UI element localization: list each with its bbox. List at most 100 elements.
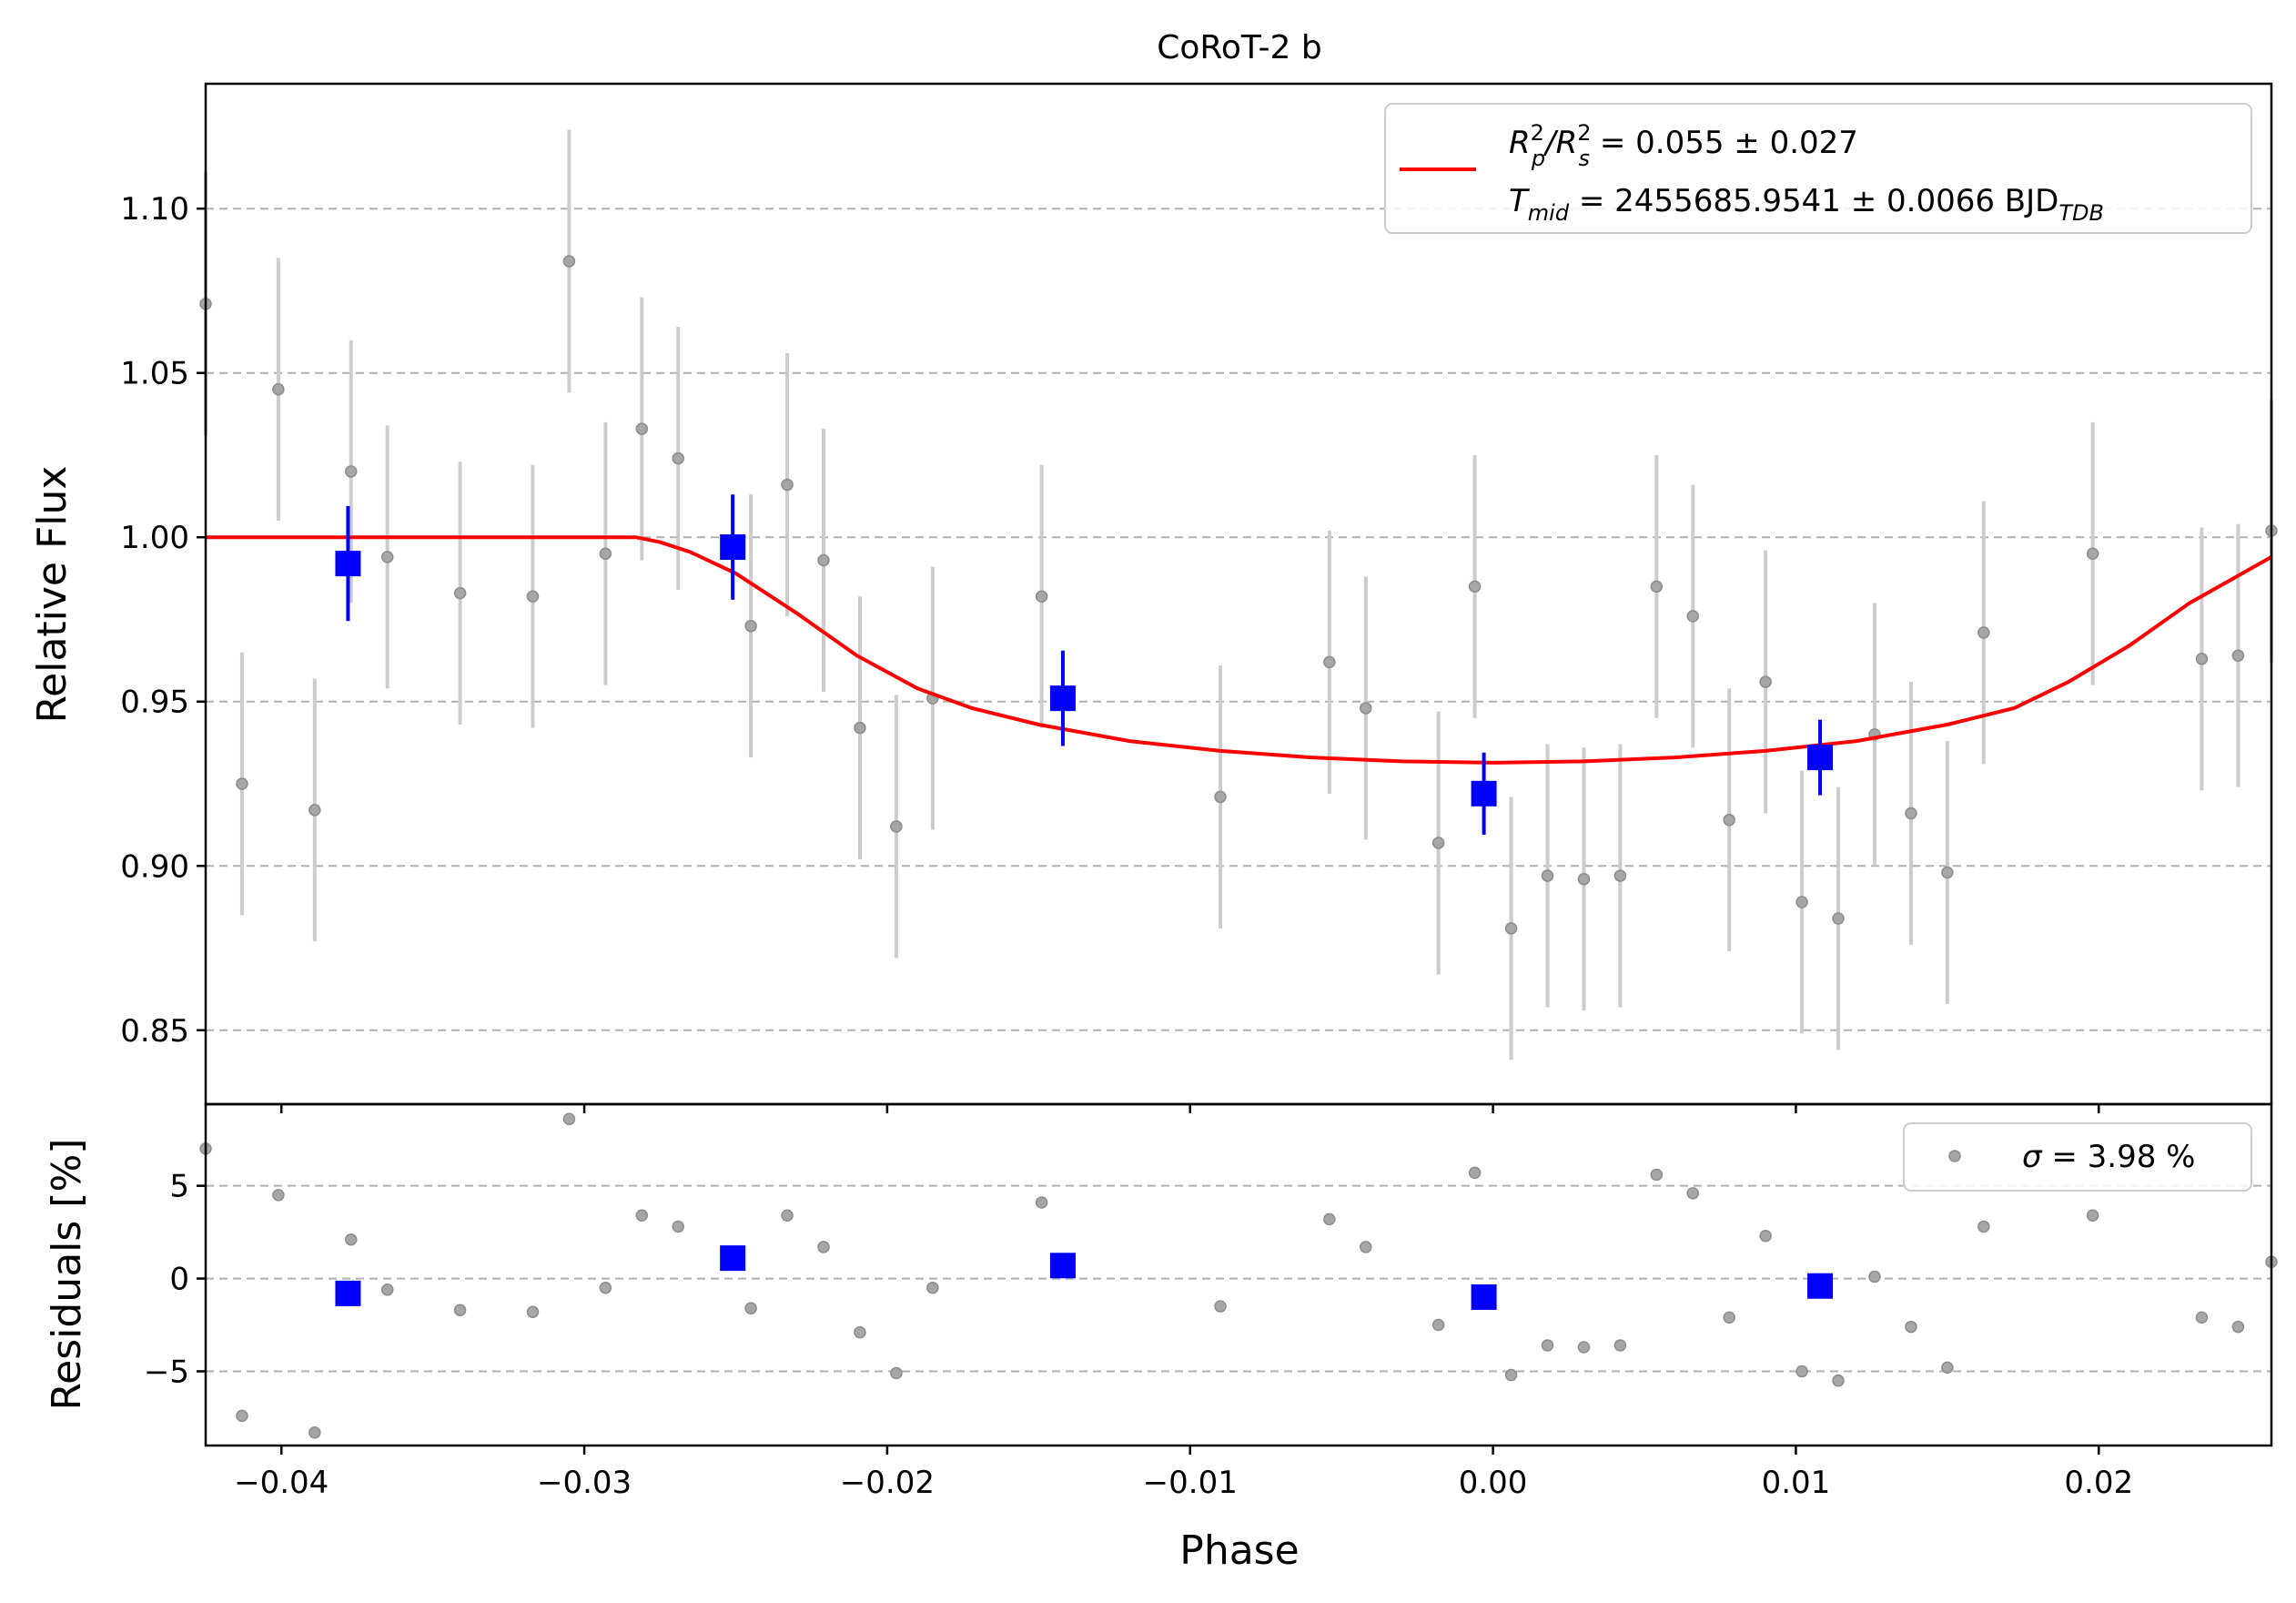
flux-data-point [236, 777, 248, 790]
flux-binned-points [335, 494, 1834, 835]
residual-data-point [1431, 1318, 1445, 1332]
residual-data-point [1504, 1368, 1518, 1382]
x-tick-label: −0.01 [1143, 1465, 1238, 1501]
residual-data-point [599, 1282, 612, 1294]
x-tick-label: −0.04 [234, 1465, 329, 1501]
flux-data-point [1360, 702, 1372, 715]
flux-y-tick-label: 1.05 [120, 356, 189, 392]
residual-data-point [526, 1305, 540, 1319]
x-axis-label: Phase [1179, 1527, 1299, 1574]
x-tick-label: 0.02 [2064, 1465, 2133, 1501]
residual-data-point [781, 1209, 794, 1223]
residual-data-point [2231, 1320, 2245, 1334]
flux-data-point [1431, 837, 1445, 849]
flux-data-point [1941, 866, 1954, 879]
flux-data-point [562, 255, 576, 268]
flux-data-point [2195, 653, 2209, 665]
flux-data-point [308, 804, 321, 817]
residual-data-point [1650, 1168, 1664, 1182]
residual-data-point [817, 1241, 830, 1253]
flux-data-point [1323, 655, 1336, 669]
flux-data-point [1504, 922, 1518, 935]
flux-y-tick-label: 1.10 [120, 191, 189, 228]
legend-residual-swatch [1948, 1150, 1961, 1162]
flux-data-point [1541, 869, 1554, 882]
flux-legend: R2 p/R2 s = 0.055 ± 0.027 Tmid = 2455685.9… [1384, 103, 2252, 234]
residuals-data-points [199, 1112, 2278, 1439]
x-ticks: −0.04 −0.03 −0.02 −0.01 0.00 0.01 0.02 [234, 1446, 2133, 1501]
x-tick-label: 0.01 [1762, 1465, 1831, 1501]
flux-binned-point [1471, 780, 1497, 807]
residual-data-point [1323, 1212, 1336, 1226]
flux-data-point [1905, 807, 1917, 820]
flux-data-point [672, 451, 684, 465]
flux-data-point [526, 590, 540, 603]
residual-data-point [1468, 1166, 1482, 1180]
residual-data-point [1613, 1339, 1627, 1352]
flux-data-point [817, 553, 830, 567]
residuals-y-tick-label: −5 [144, 1354, 189, 1390]
residual-data-point [635, 1209, 649, 1223]
flux-data-point [272, 383, 285, 396]
residual-data-point [744, 1302, 757, 1314]
y-axis-label-residuals: Residuals [%] [44, 1139, 90, 1411]
residuals-binned-points [335, 1245, 1834, 1310]
flux-data-point [1723, 813, 1735, 827]
residual-data-point [1759, 1229, 1772, 1243]
flux-data-point [890, 820, 903, 833]
residual-binned-point [1471, 1283, 1497, 1310]
flux-data-point [345, 465, 358, 478]
residual-data-point [2195, 1311, 2209, 1324]
legend-sigma-entry: σ = 3.98 % [2022, 1139, 2195, 1175]
residual-binned-point [1049, 1253, 1076, 1279]
residual-data-point [1214, 1300, 1227, 1313]
flux-data-point [1759, 675, 1772, 688]
flux-data-point [744, 619, 757, 633]
residual-data-point [890, 1366, 903, 1380]
residual-data-point [380, 1283, 394, 1296]
residuals-legend: σ = 3.98 % [1903, 1122, 2252, 1192]
residual-binned-point [335, 1280, 361, 1306]
flux-data-point [2086, 547, 2099, 561]
flux-data-point [1214, 790, 1227, 804]
x-tick-label: −0.03 [537, 1465, 632, 1501]
residual-data-point [1977, 1220, 1990, 1233]
flux-data-point [1650, 580, 1664, 594]
flux-data-point [1795, 896, 1808, 908]
flux-data-point [1577, 872, 1591, 886]
residual-data-point [1577, 1341, 1591, 1354]
flux-data-points [199, 255, 2278, 935]
transit-model-line [206, 535, 2272, 765]
flux-y-ticks: 0.85 0.90 0.95 1.00 1.05 1.10 [120, 191, 206, 1050]
flux-y-tick-label: 0.85 [120, 1013, 189, 1050]
flux-binned-point [1049, 685, 1076, 712]
residual-data-point [562, 1112, 576, 1126]
residuals-y-tick-label: 5 [169, 1169, 189, 1205]
flux-data-point [781, 478, 794, 492]
legend-depth-entry: R2 p/R2 s = 0.055 ± 0.027 [1509, 120, 1858, 171]
residuals-y-ticks: −5 0 5 [144, 1169, 206, 1390]
residual-data-point [1941, 1361, 1954, 1375]
residuals-gridlines [206, 1184, 2271, 1373]
residual-binned-point [1807, 1273, 1834, 1299]
residual-data-point [1832, 1374, 1845, 1387]
flux-y-tick-label: 0.90 [120, 848, 189, 885]
flux-data-point [2231, 649, 2245, 662]
flux-data-point [1832, 912, 1845, 925]
residual-data-point [1795, 1365, 1808, 1378]
flux-data-point [1468, 580, 1482, 594]
residual-data-point [272, 1189, 285, 1202]
flux-data-point [1613, 869, 1627, 882]
flux-errorbars [204, 129, 2273, 1060]
residual-data-point [1868, 1270, 1881, 1283]
residual-data-point [345, 1233, 358, 1246]
flux-data-point [380, 551, 394, 563]
residual-data-point [2086, 1209, 2099, 1223]
residual-data-point [236, 1409, 248, 1423]
residuals-axes-frame [204, 1102, 2273, 1447]
flux-binned-point [335, 551, 361, 577]
residual-data-point [453, 1304, 467, 1316]
flux-binned-point [720, 534, 746, 561]
residual-data-point [1035, 1196, 1048, 1209]
